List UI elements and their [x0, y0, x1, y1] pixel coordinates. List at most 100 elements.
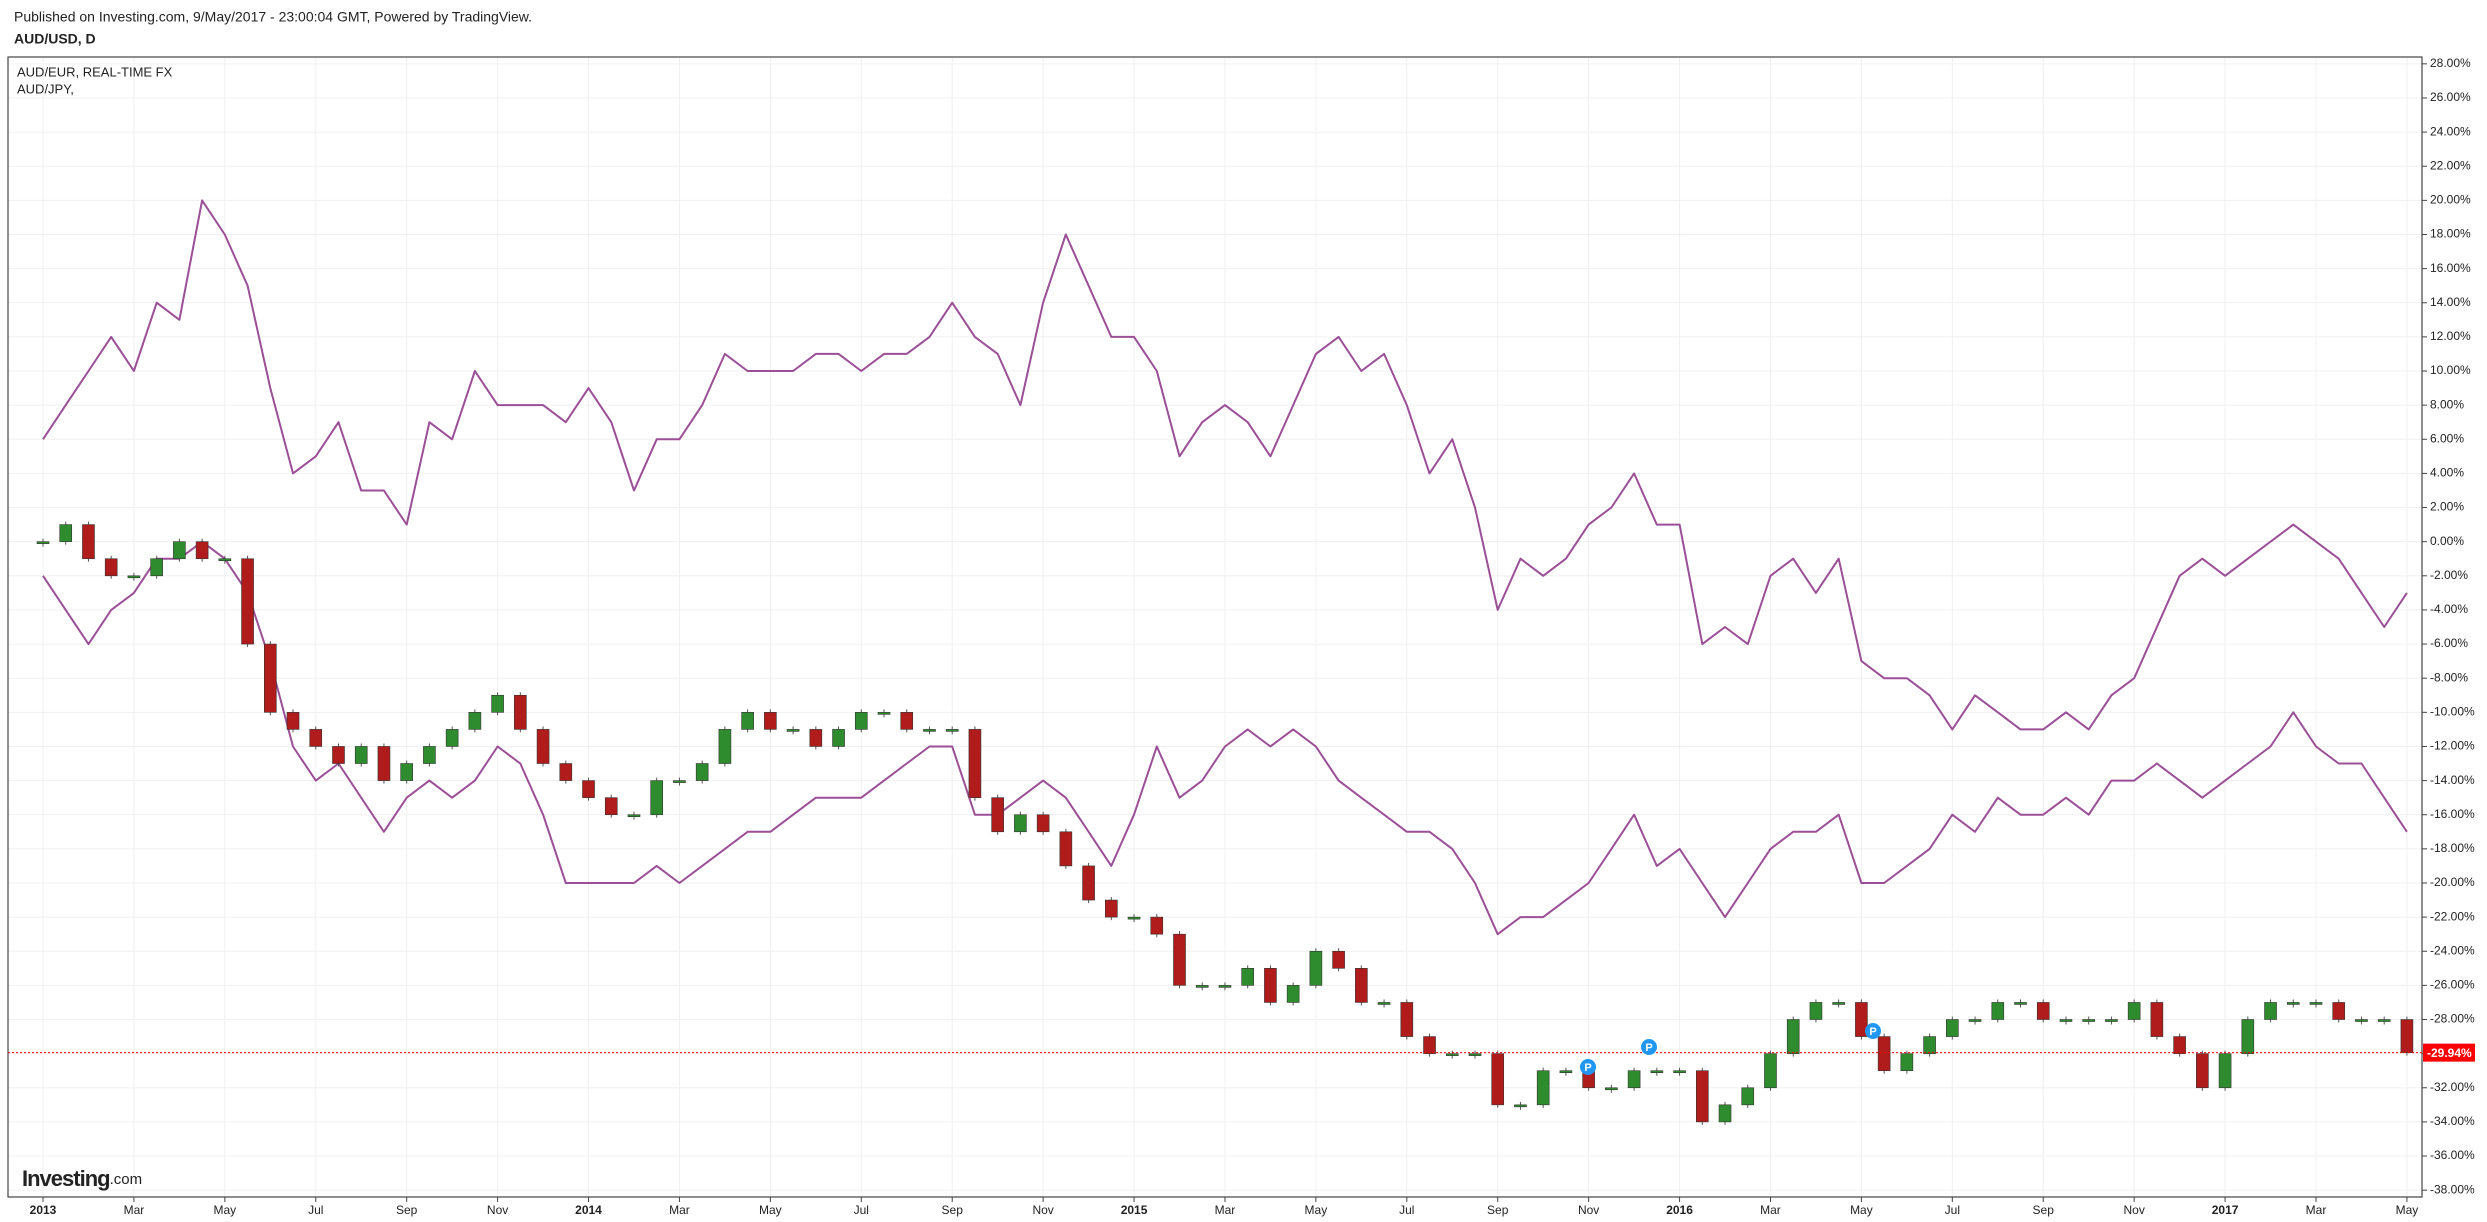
candle — [2286, 1002, 2300, 1005]
x-tick-label: Jul — [308, 1203, 323, 1217]
last-value-label: -29.94% — [2427, 1046, 2472, 1060]
candle — [1105, 899, 1118, 918]
y-tick-label: -12.00% — [2430, 739, 2475, 753]
x-tick-label: Mar — [124, 1203, 145, 1217]
y-tick-label: -38.00% — [2430, 1182, 2475, 1196]
candle — [1627, 1070, 1641, 1089]
candle — [1423, 1036, 1436, 1054]
y-tick-label: -34.00% — [2430, 1114, 2475, 1128]
candle — [1673, 1070, 1686, 1074]
candle — [1059, 831, 1073, 867]
y-tick-label: 16.00% — [2430, 261, 2471, 275]
x-tick-label: Mar — [2306, 1203, 2327, 1217]
plot — [36, 199, 2414, 1125]
x-tick-label: 2014 — [575, 1203, 602, 1217]
y-tick-label: -22.00% — [2430, 909, 2475, 923]
candle — [59, 524, 73, 542]
candle — [1809, 1002, 1823, 1020]
y-tick-label: 4.00% — [2430, 466, 2464, 480]
candle — [1014, 814, 1027, 833]
candle — [604, 797, 618, 816]
candle — [2105, 1019, 2118, 1022]
x-tick-label: May — [214, 1203, 237, 1217]
candle — [695, 763, 709, 781]
candle — [1195, 985, 1209, 988]
candle — [968, 729, 982, 798]
candle — [786, 729, 800, 732]
candle — [741, 712, 754, 730]
y-tick-label: 20.00% — [2430, 193, 2471, 207]
logo-main: Investing — [22, 1166, 110, 1191]
y-tick-label: 12.00% — [2430, 329, 2471, 343]
candle — [286, 712, 300, 730]
y-tick-label: -36.00% — [2430, 1148, 2475, 1162]
y-tick-label: 24.00% — [2430, 124, 2471, 138]
candle — [1218, 985, 1232, 988]
event-marker-label: P — [1869, 1026, 1876, 1038]
candle — [1036, 814, 1050, 833]
candle — [2241, 1019, 2255, 1054]
x-tick-label: 2013 — [30, 1203, 57, 1217]
candle — [332, 746, 345, 764]
event-marker — [1580, 1059, 1596, 1075]
legend-entry: AUD/EUR, REAL-TIME FX — [17, 64, 173, 79]
y-tick-label: 2.00% — [2430, 500, 2464, 514]
candle — [991, 797, 1004, 833]
x-tick-label: May — [2396, 1203, 2419, 1217]
x-tick-label: Mar — [1215, 1203, 1236, 1217]
legend-entry: AUD/JPY, — [17, 81, 74, 96]
last-value-box — [2423, 1043, 2475, 1062]
candle — [150, 558, 163, 577]
candle — [2173, 1036, 2186, 1054]
candle — [809, 729, 823, 747]
candle — [263, 643, 277, 713]
candle — [36, 541, 50, 544]
candle — [1695, 1070, 1709, 1123]
logo: Investing.com — [22, 1166, 142, 1191]
candle — [1741, 1087, 1755, 1106]
candle — [536, 729, 550, 764]
candle — [1264, 968, 1277, 1003]
candle — [377, 746, 391, 781]
candle — [764, 712, 777, 730]
candle — [1332, 950, 1345, 969]
event-marker-label: P — [1645, 1042, 1652, 1054]
candle — [900, 712, 914, 730]
candle — [1491, 1053, 1505, 1106]
candle — [241, 558, 254, 645]
candle — [627, 814, 641, 818]
event-marker — [1865, 1023, 1881, 1039]
x-tick-label: Nov — [2123, 1203, 2144, 1217]
candle — [2377, 1019, 2391, 1022]
x-tick-label: Jul — [854, 1203, 869, 1217]
x-tick-label: 2015 — [1121, 1203, 1148, 1217]
event-marker — [1641, 1039, 1657, 1055]
chart-title: Published on Investing.com, 9/May/2017 -… — [14, 9, 532, 25]
candle — [1900, 1053, 1914, 1072]
grid — [8, 57, 2422, 1197]
event-marker-label: P — [1584, 1062, 1591, 1074]
candle — [1286, 985, 1300, 1003]
candle — [1150, 916, 1164, 935]
x-tick-label: Sep — [396, 1203, 418, 1217]
candle — [445, 729, 459, 747]
x-tick-label: Mar — [1760, 1203, 1781, 1217]
y-tick-label: 22.00% — [2430, 158, 2471, 172]
candle — [1127, 916, 1141, 920]
candle — [354, 746, 368, 764]
y-tick-label: 14.00% — [2430, 295, 2471, 309]
candle — [1946, 1019, 1959, 1037]
y-tick-label: -4.00% — [2430, 602, 2468, 616]
candle — [468, 712, 482, 730]
candle — [2218, 1053, 2232, 1089]
y-tick-label: -14.00% — [2430, 773, 2475, 787]
candle — [1832, 1002, 1845, 1005]
y-tick-label: -24.00% — [2430, 943, 2475, 957]
candle — [1877, 1036, 1891, 1072]
candle — [1718, 1104, 1732, 1123]
candle — [218, 558, 232, 562]
x-tick-label: Nov — [487, 1203, 508, 1217]
candle — [2082, 1019, 2095, 1022]
candle — [1355, 968, 1368, 1003]
candle — [1923, 1036, 1936, 1054]
